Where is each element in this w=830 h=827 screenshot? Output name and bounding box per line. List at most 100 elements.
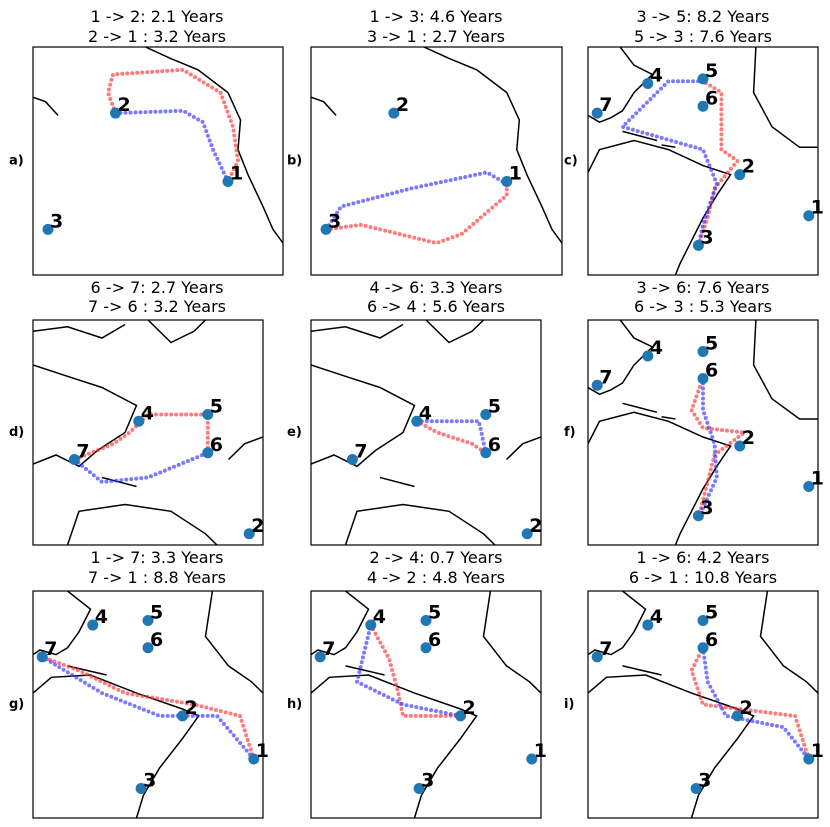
site-label: 3 bbox=[698, 769, 711, 791]
panel-frame bbox=[310, 46, 563, 276]
map bbox=[311, 47, 562, 246]
site-marker bbox=[413, 782, 425, 794]
site-label: 6 bbox=[210, 434, 223, 456]
site-marker bbox=[734, 440, 746, 452]
coastline bbox=[33, 364, 138, 468]
coastline bbox=[147, 320, 207, 344]
map bbox=[33, 320, 263, 545]
site-label: 7 bbox=[354, 441, 367, 463]
panel-label: d) bbox=[9, 425, 24, 440]
coastline bbox=[588, 320, 654, 396]
panel-title: 6 -> 7: 2.7 Years bbox=[91, 278, 224, 297]
trajectory-forward bbox=[105, 67, 241, 184]
site-label: 2 bbox=[740, 697, 753, 719]
site-marker bbox=[521, 528, 533, 540]
trajectory-forward bbox=[414, 419, 488, 455]
trajectory-return bbox=[354, 623, 463, 718]
panel-title: 6 -> 1 : 10.8 Years bbox=[629, 568, 777, 587]
site-marker bbox=[591, 651, 603, 663]
trajectory-return bbox=[324, 170, 509, 232]
coastline bbox=[588, 139, 732, 275]
coastline bbox=[145, 47, 283, 244]
site-label: 2 bbox=[463, 697, 476, 719]
site-marker bbox=[68, 454, 80, 465]
site-marker bbox=[202, 409, 214, 420]
panel-title: 3 -> 6: 7.6 Years bbox=[637, 278, 770, 297]
site-label: 4 bbox=[650, 606, 663, 628]
panel-title: 4 -> 6: 3.3 Years bbox=[370, 278, 503, 297]
coastline bbox=[622, 130, 658, 142]
site-marker bbox=[243, 528, 255, 540]
site-label: 2 bbox=[185, 697, 198, 719]
coastline bbox=[622, 665, 662, 676]
coastline bbox=[759, 591, 818, 694]
site-label: 5 bbox=[428, 602, 441, 624]
site-marker bbox=[697, 373, 709, 384]
coastline bbox=[588, 47, 654, 124]
site-marker bbox=[697, 346, 709, 357]
panel-label: c) bbox=[564, 154, 578, 169]
map bbox=[588, 591, 818, 818]
panel-title: 3 -> 5: 8.2 Years bbox=[637, 7, 770, 26]
site-label: 6 bbox=[705, 629, 718, 651]
coastline bbox=[588, 411, 732, 545]
site-label: 5 bbox=[488, 396, 501, 418]
coastline bbox=[101, 476, 137, 488]
coastline bbox=[204, 591, 263, 694]
site-marker bbox=[732, 710, 743, 722]
coastline bbox=[33, 591, 92, 656]
site-label: 4 bbox=[419, 402, 432, 424]
site-marker bbox=[642, 350, 654, 362]
site-label: 7 bbox=[322, 638, 335, 660]
trajectory-forward bbox=[368, 623, 463, 718]
site-label: 1 bbox=[230, 163, 243, 185]
coastline bbox=[482, 591, 541, 694]
panel-label: f) bbox=[564, 425, 576, 440]
panel-label: g) bbox=[9, 697, 24, 712]
site-label: 2 bbox=[396, 94, 409, 116]
site-label: 5 bbox=[705, 60, 718, 82]
site-label: 6 bbox=[488, 434, 501, 456]
coastline bbox=[33, 323, 126, 339]
site-marker bbox=[591, 107, 603, 119]
panel-title: 6 -> 3 : 5.3 Years bbox=[634, 297, 772, 316]
panel-title: 7 -> 6 : 3.2 Years bbox=[88, 297, 226, 316]
site-marker bbox=[526, 753, 538, 765]
site-label: 2 bbox=[118, 94, 131, 116]
coastline bbox=[311, 674, 478, 818]
site-label: 7 bbox=[599, 94, 612, 116]
panel-frame bbox=[587, 46, 819, 276]
panel-label: h) bbox=[287, 697, 302, 712]
coastline bbox=[423, 47, 562, 244]
site-label: 4 bbox=[141, 402, 154, 424]
panel-title: 1 -> 2: 2.1 Years bbox=[91, 7, 224, 26]
site-marker bbox=[222, 176, 234, 188]
site-marker bbox=[692, 239, 704, 251]
panel-title: 1 -> 6: 4.2 Years bbox=[637, 548, 770, 567]
site-label: 2 bbox=[251, 515, 264, 537]
trajectory-return bbox=[72, 450, 210, 485]
coastline bbox=[588, 591, 647, 656]
site-label: 6 bbox=[428, 629, 441, 651]
site-marker bbox=[697, 615, 709, 627]
site-label: 6 bbox=[705, 360, 718, 382]
site-label: 5 bbox=[150, 602, 163, 624]
trajectory-return bbox=[414, 419, 488, 455]
panel-title: 2 -> 4: 0.7 Years bbox=[370, 548, 503, 567]
site-label: 5 bbox=[705, 602, 718, 624]
site-marker bbox=[346, 454, 358, 465]
site-marker bbox=[591, 379, 603, 391]
coastline bbox=[622, 402, 658, 414]
coastline bbox=[379, 476, 415, 488]
coastline bbox=[311, 96, 337, 116]
map bbox=[311, 320, 541, 545]
trajectory-return bbox=[40, 654, 256, 761]
site-label: 7 bbox=[44, 638, 57, 660]
panel-frame bbox=[587, 590, 819, 819]
coastline bbox=[311, 323, 404, 339]
